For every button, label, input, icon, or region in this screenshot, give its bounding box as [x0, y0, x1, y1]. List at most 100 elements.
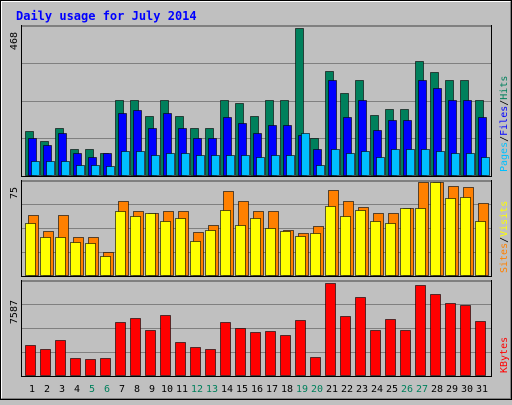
- bar-visits-day-13: [205, 230, 216, 276]
- panel-visits-legend: Sites/Visits: [499, 201, 510, 273]
- bar-pages-day-5: [91, 165, 100, 176]
- legend-hits-part-2: /: [499, 136, 510, 142]
- legend-visits-part-2: /: [499, 237, 510, 243]
- day-label-29: 29: [446, 384, 458, 395]
- bar-pages-day-9: [151, 155, 160, 176]
- bar-pages-day-6: [106, 166, 115, 176]
- bar-visits-day-14: [220, 210, 231, 276]
- day-label-31: 31: [476, 384, 488, 395]
- bar-pages-day-16: [256, 157, 265, 176]
- bar-pages-day-15: [241, 155, 250, 176]
- bar-pages-day-7: [121, 151, 130, 176]
- bar-kbytes-day-13: [205, 349, 216, 376]
- legend-hits-part-1: Pages: [499, 142, 510, 172]
- bar-visits-day-4: [70, 242, 81, 276]
- day-label-22: 22: [341, 384, 353, 395]
- day-label-1: 1: [29, 384, 35, 395]
- bar-pages-day-13: [211, 155, 220, 176]
- bar-kbytes-day-12: [190, 347, 201, 376]
- legend-hits-part-4: /: [499, 100, 510, 106]
- day-label-11: 11: [176, 384, 188, 395]
- bar-kbytes-day-10: [160, 315, 171, 376]
- bar-pages-day-31: [481, 157, 490, 176]
- legend-hits-part-5: Hits: [499, 76, 510, 100]
- day-label-2: 2: [44, 384, 50, 395]
- day-label-7: 7: [119, 384, 125, 395]
- bar-kbytes-day-19: [295, 320, 306, 376]
- bar-pages-day-22: [346, 153, 355, 176]
- day-label-15: 15: [236, 384, 248, 395]
- bar-pages-day-3: [61, 161, 70, 176]
- bar-kbytes-day-8: [130, 318, 141, 376]
- bar-kbytes-day-29: [445, 303, 456, 376]
- bar-pages-day-12: [196, 155, 205, 176]
- day-label-3: 3: [59, 384, 65, 395]
- bar-kbytes-day-3: [55, 340, 66, 376]
- day-label-23: 23: [356, 384, 368, 395]
- day-label-20: 20: [311, 384, 323, 395]
- day-label-17: 17: [266, 384, 278, 395]
- bar-visits-day-25: [385, 223, 396, 276]
- bar-pages-day-8: [136, 151, 145, 176]
- bar-pages-day-4: [76, 165, 85, 176]
- day-label-10: 10: [161, 384, 173, 395]
- panel-kbytes-legend: KBytes: [499, 337, 510, 373]
- bar-visits-day-22: [340, 216, 351, 276]
- bar-pages-day-2: [46, 161, 55, 176]
- bar-pages-day-26: [406, 149, 415, 176]
- bar-pages-day-11: [181, 153, 190, 176]
- legend-hits-part-3: Files: [499, 106, 510, 136]
- bar-visits-day-19: [295, 236, 306, 276]
- bar-pages-day-29: [451, 153, 460, 176]
- bar-visits-day-28: [430, 182, 441, 276]
- day-label-9: 9: [149, 384, 155, 395]
- bar-visits-day-6: [100, 256, 111, 276]
- day-label-27: 27: [416, 384, 428, 395]
- bar-visits-day-9: [145, 213, 156, 276]
- bar-pages-day-14: [226, 155, 235, 176]
- bar-pages-day-1: [31, 161, 40, 176]
- bar-kbytes-day-9: [145, 330, 156, 376]
- bar-kbytes-day-22: [340, 316, 351, 376]
- day-label-13: 13: [206, 384, 218, 395]
- bar-pages-day-19: [301, 133, 310, 176]
- bar-kbytes-day-21: [325, 283, 336, 376]
- day-label-25: 25: [386, 384, 398, 395]
- outer-bevel-dark: [1, 1, 511, 399]
- legend-kbytes-part-1: KBytes: [499, 337, 510, 373]
- bar-pages-day-17: [271, 155, 280, 176]
- bar-visits-day-18: [280, 231, 291, 276]
- bar-visits-day-15: [235, 225, 246, 276]
- bar-kbytes-day-16: [250, 332, 261, 376]
- bar-visits-day-23: [355, 210, 366, 276]
- legend-visits-part-3: Visits: [499, 201, 510, 237]
- bar-pages-day-24: [376, 157, 385, 176]
- chart-title: Daily usage for July 2014: [16, 9, 197, 23]
- bar-visits-day-27: [415, 208, 426, 276]
- day-label-8: 8: [134, 384, 140, 395]
- bar-visits-day-5: [85, 243, 96, 276]
- bar-visits-day-21: [325, 206, 336, 276]
- bar-visits-day-8: [130, 216, 141, 276]
- bar-visits-day-2: [40, 237, 51, 276]
- bar-pages-day-25: [391, 149, 400, 176]
- bar-kbytes-day-11: [175, 342, 186, 376]
- bar-visits-day-16: [250, 218, 261, 276]
- panel-visits: 75 Sites/Visits: [9, 180, 510, 277]
- day-label-14: 14: [221, 384, 233, 395]
- day-label-5: 5: [89, 384, 95, 395]
- day-label-19: 19: [296, 384, 308, 395]
- bar-kbytes-day-2: [40, 349, 51, 376]
- bar-visits-day-7: [115, 211, 126, 276]
- bar-kbytes-day-6: [100, 358, 111, 376]
- bar-kbytes-day-23: [355, 297, 366, 376]
- bar-pages-day-20: [316, 165, 325, 176]
- day-label-30: 30: [461, 384, 473, 395]
- bar-kbytes-day-30: [460, 305, 471, 376]
- bar-kbytes-day-15: [235, 328, 246, 376]
- bar-kbytes-day-5: [85, 359, 96, 376]
- bar-visits-day-24: [370, 221, 381, 276]
- bar-kbytes-day-28: [430, 294, 441, 376]
